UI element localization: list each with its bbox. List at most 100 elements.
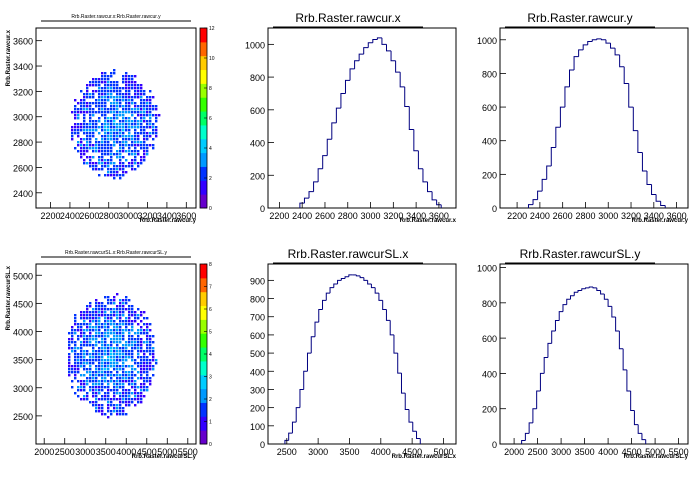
heatmap-cell [137, 401, 139, 403]
heatmap-cell [71, 365, 73, 367]
histogram-bin [289, 433, 293, 440]
histogram-bin [360, 276, 364, 278]
heatmap-cell [119, 156, 121, 158]
heatmap-cell [107, 410, 109, 412]
heatmap-cell [143, 129, 145, 131]
heatmap-cell [128, 341, 130, 343]
heatmap-cell [128, 317, 130, 319]
z-tick-label: 6 [209, 307, 212, 313]
heatmap-cell [86, 335, 88, 337]
heatmap-cell [98, 162, 100, 164]
heatmap-cell [116, 413, 118, 415]
heatmap-cell [116, 344, 118, 346]
heatmap-cell [137, 138, 139, 140]
heatmap-cell [80, 105, 82, 107]
heatmap-cell [110, 302, 112, 304]
histogram-bin [570, 70, 575, 87]
heatmap-cell [113, 341, 115, 343]
heatmap-cell [113, 81, 115, 83]
heatmap-cell [86, 338, 88, 340]
heatmap-cell [86, 395, 88, 397]
heatmap-cell [116, 108, 118, 110]
heatmap-cell [104, 117, 106, 119]
heatmap-cell [152, 114, 154, 116]
y-tick-label: 5000 [13, 271, 33, 281]
histogram-bin [542, 179, 547, 191]
heatmap-cell [143, 114, 145, 116]
heatmap-cell [134, 144, 136, 146]
heatmap-cell [80, 123, 82, 125]
color-scale-band [200, 194, 207, 208]
heatmap-cell [152, 138, 154, 140]
heatmap-cell [131, 81, 133, 83]
plot-frame [268, 28, 456, 208]
histogram-bin [338, 280, 342, 284]
heatmap-cell [92, 114, 94, 116]
heatmap-cell [125, 171, 127, 173]
histogram-bin [583, 45, 588, 50]
heatmap-cell [131, 108, 133, 110]
heatmap-cell [116, 407, 118, 409]
heatmap-cell [152, 359, 154, 361]
heatmap-cell [134, 320, 136, 322]
heatmap-cell [149, 353, 151, 355]
heatmap-cell [125, 81, 127, 83]
heatmap-cell [122, 162, 124, 164]
heatmap-cell [143, 341, 145, 343]
heatmap-cell [80, 347, 82, 349]
heatmap-cell [95, 371, 97, 373]
heatmap-cell [110, 150, 112, 152]
heatmap-cell [77, 132, 79, 134]
heatmap-cell [83, 320, 85, 322]
histogram-bin [292, 422, 296, 433]
heatmap-cell [131, 162, 133, 164]
heatmap-cell [101, 78, 103, 80]
y-tick-label: 0 [492, 204, 497, 214]
y-tick-label: 3500 [13, 356, 33, 366]
heatmap-cell [95, 395, 97, 397]
heatmap-cell [98, 353, 100, 355]
heatmap-cell [128, 78, 130, 80]
heatmap-cell [125, 380, 127, 382]
heatmap-cell [92, 386, 94, 388]
heatmap-cell [119, 308, 121, 310]
heatmap-cell [101, 356, 103, 358]
heatmap-cell [74, 377, 76, 379]
heatmap-cell [89, 374, 91, 376]
heatmap-cell [128, 389, 130, 391]
heatmap-cell [98, 317, 100, 319]
heatmap-cell [122, 123, 124, 125]
heatmap-cell [143, 135, 145, 137]
heatmap-cell [155, 108, 157, 110]
heatmap-cell [122, 392, 124, 394]
heatmap-cell [131, 84, 133, 86]
heatmap-cell [113, 329, 115, 331]
heatmap-cell [119, 311, 121, 313]
heatmap-cell [155, 135, 157, 137]
heatmap-cell [137, 344, 139, 346]
heatmap-cell [95, 111, 97, 113]
heatmap-cell [110, 84, 112, 86]
heatmap-cell [131, 341, 133, 343]
heatmap-cell [116, 87, 118, 89]
heatmap-cell [119, 132, 121, 134]
histogram-bin [390, 320, 394, 335]
heatmap-cell [128, 162, 130, 164]
heatmap-cell [110, 90, 112, 92]
heatmap-cell [89, 311, 91, 313]
heatmap-cell [140, 338, 142, 340]
heatmap-cell [101, 413, 103, 415]
color-scale-band [200, 97, 207, 111]
heatmap-cell [80, 356, 82, 358]
heatmap-cell [104, 311, 106, 313]
heatmap-cell [116, 398, 118, 400]
heatmap-cell [125, 353, 127, 355]
heatmap-cell [86, 102, 88, 104]
heatmap-cell [137, 341, 139, 343]
heatmap-cell [104, 123, 106, 125]
heatmap-cell [110, 323, 112, 325]
heatmap-cell [113, 350, 115, 352]
heatmap-cell [125, 365, 127, 367]
heatmap-cell [86, 344, 88, 346]
heatmap-cell [101, 90, 103, 92]
